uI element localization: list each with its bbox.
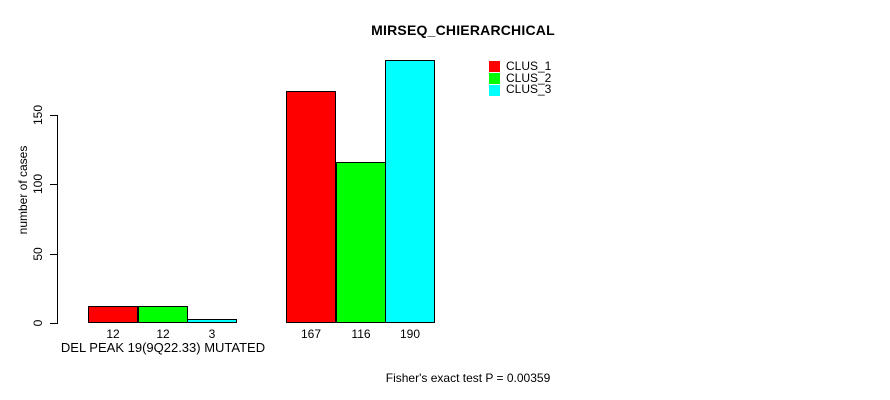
x-category-label: DEL PEAK 19(9Q22.33) MUTATED [60,340,266,355]
bar-value-label: 3 [208,327,216,341]
chart-title: MIRSEQ_CHIERARCHICAL [371,22,555,38]
legend-row: CLUS_2 [489,70,552,85]
y-tick [50,115,57,116]
y-tick-label: 150 [31,104,45,126]
fisher-test-label: Fisher's exact test P = 0.00359 [385,371,551,385]
bar-clus_1-group2 [286,91,336,323]
y-tick [50,323,57,324]
y-axis-line [57,115,58,324]
bar-clus_1-group1 [88,306,138,323]
legend-swatch-clus_2 [489,73,500,85]
bar-clus_3-group1 [187,319,237,323]
bar-value-label: 12 [106,327,120,341]
bar-clus_2-group2 [336,162,386,323]
legend-swatch-clus_3 [489,84,500,96]
legend-label: CLUS_1 [506,59,552,73]
y-tick-label: 0 [31,319,45,327]
legend-row: CLUS_1 [489,59,552,73]
bar-clus_2-group1 [138,306,188,323]
bar-value-label: 12 [156,327,170,341]
bar-value-label: 116 [351,327,371,341]
legend-label: CLUS_3 [506,82,552,97]
y-tick-label: 50 [31,247,45,261]
y-axis-label: number of cases [16,145,30,235]
legend: CLUS_1 CLUS_2 CLUS_3 [489,59,552,96]
legend-swatch-clus_1 [489,61,500,73]
bar-clus_3-group2 [385,60,435,323]
y-tick [50,184,57,185]
bar-value-label: 167 [300,327,322,341]
bar-value-label: 190 [399,327,421,341]
legend-row: CLUS_3 [489,84,551,96]
legend-label: CLUS_2 [506,70,552,85]
y-tick [50,254,57,255]
y-tick-label: 100 [31,173,45,195]
